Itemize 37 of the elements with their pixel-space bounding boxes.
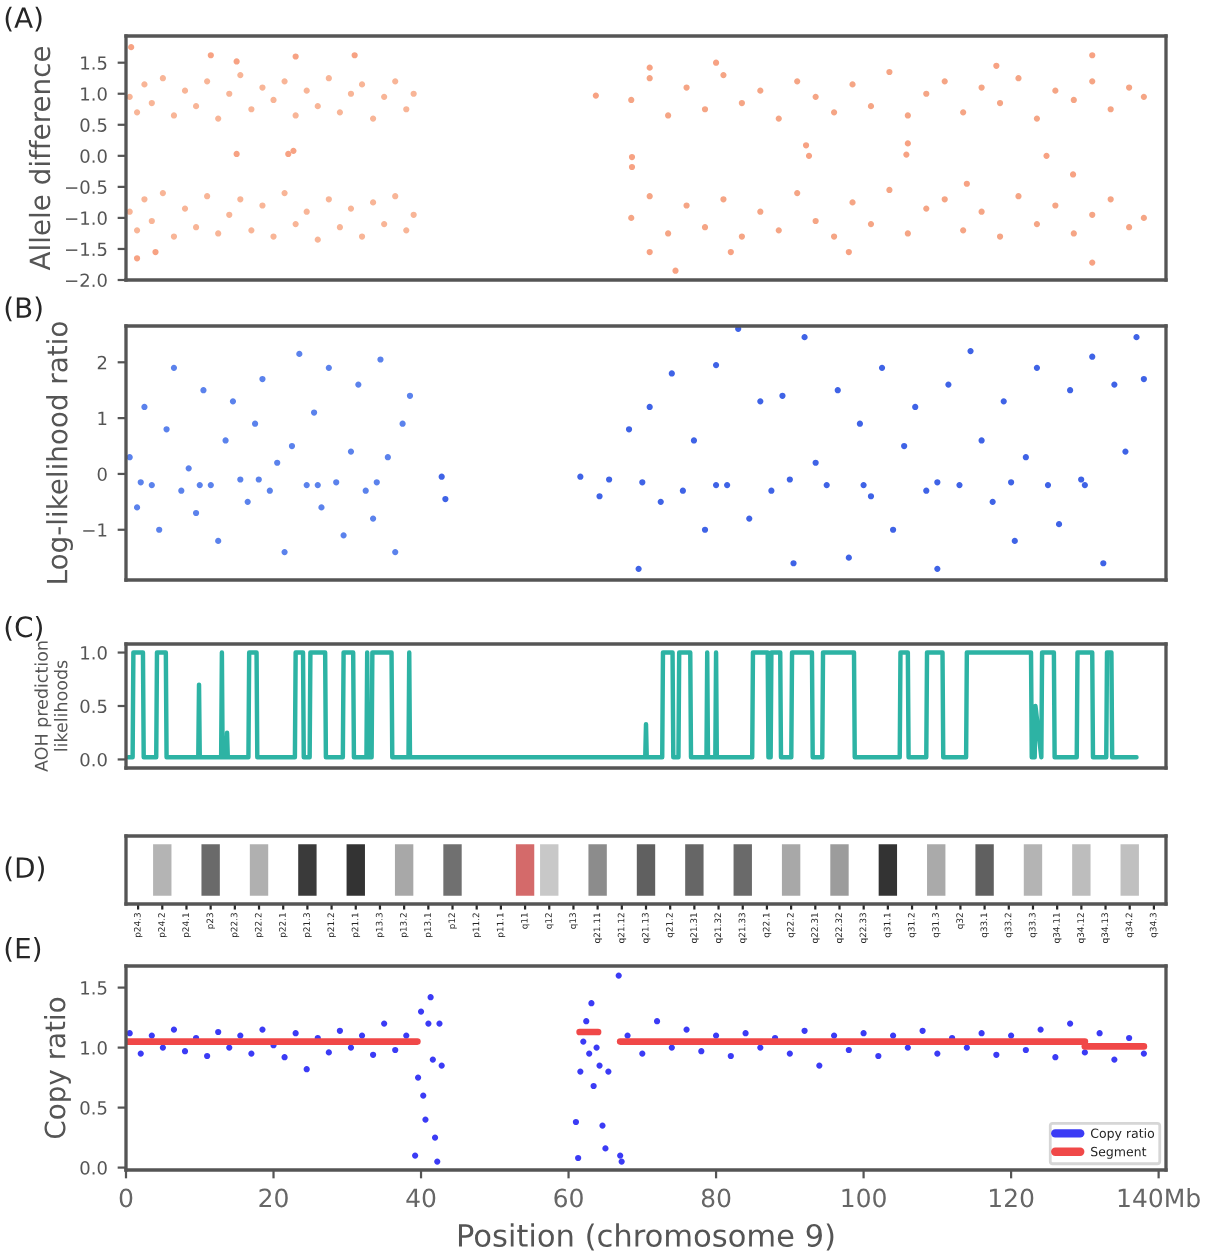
x-tick-label: 80 [701, 1188, 731, 1208]
y-tick-label: −1 [83, 523, 107, 537]
y-tick-label: 1.0 [81, 646, 107, 660]
y-axis-title: Log-likelihood ratio [46, 322, 73, 583]
x-tick-label: 40 [406, 1188, 436, 1208]
x-tick-label: 140Mb [1118, 1188, 1200, 1208]
y-tick-label: −1.0 [66, 211, 107, 226]
y-tick-label: −2.0 [66, 273, 107, 288]
y-axis-title: Allele difference [28, 46, 51, 271]
chart-title: (B) [5, 296, 42, 322]
x-tick-label: 20 [259, 1188, 288, 1208]
y-tick-label: 1.0 [81, 1041, 107, 1055]
y-tick-label: 0.5 [80, 118, 107, 132]
y-tick-label: −0.5 [66, 180, 107, 194]
y-tick-label: 0.5 [80, 1101, 107, 1115]
x-tick-label: 60 [554, 1188, 583, 1208]
y-tick-label: 1.0 [81, 87, 107, 101]
chart-title: (C) [5, 615, 42, 641]
y-tick-label: 1 [98, 411, 107, 425]
chart-title: (E) [5, 937, 41, 962]
y-tick-label: −1.5 [66, 242, 107, 257]
x-tick-label: 100 [842, 1188, 886, 1208]
y-axis-title: Copy ratio [44, 997, 71, 1139]
y-tick-label: 0.5 [80, 699, 107, 714]
y-tick-label: 1.5 [81, 56, 107, 70]
y-tick-label: 2 [97, 355, 107, 370]
y-axis-title: AOH prediction likelihoods [34, 641, 68, 772]
x-axis-title: Position (chromosome 9) [458, 1223, 834, 1251]
y-tick-label: 0.0 [80, 752, 107, 767]
y-tick-label: 0.0 [80, 149, 107, 163]
chart-title: (A) [5, 6, 42, 32]
y-tick-label: 1.5 [81, 981, 107, 995]
text: (D) [5, 856, 44, 882]
y-tick-label: 0.0 [80, 1161, 107, 1175]
y-tick-label: 0 [97, 467, 107, 482]
x-tick-label: 0 [119, 1188, 133, 1208]
x-tick-label: 120 [989, 1188, 1034, 1208]
